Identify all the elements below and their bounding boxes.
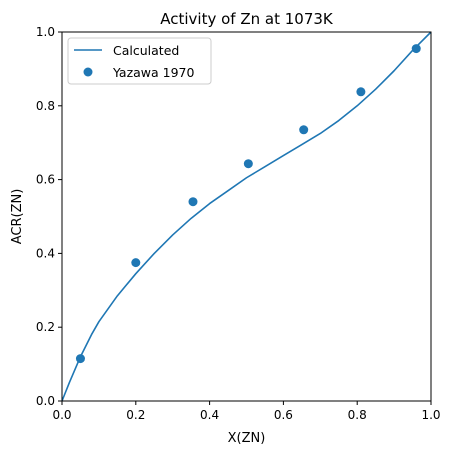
x-tick-label: 0.4 <box>200 408 219 422</box>
y-tick-label: 1.0 <box>36 25 55 39</box>
data-point-yazawa <box>356 87 366 97</box>
x-tick-label: 1.0 <box>421 408 440 422</box>
x-tick-label: 0.6 <box>274 408 293 422</box>
data-point-yazawa <box>188 197 198 207</box>
y-tick-label: 0.4 <box>36 246 55 260</box>
series-layer <box>61 31 432 402</box>
legend-entry-yazawa: Yazawa 1970 <box>112 65 195 80</box>
data-point-yazawa <box>243 159 253 169</box>
plot-frame <box>61 31 432 402</box>
x-axis-label: X(ZN) <box>228 431 266 446</box>
y-tick-label: 0.8 <box>36 99 55 113</box>
x-tick-label: 0.8 <box>348 408 367 422</box>
y-tick-label: 0.0 <box>36 394 55 408</box>
legend-box <box>67 37 212 85</box>
x-tick-label: 0.2 <box>126 408 145 422</box>
data-point-yazawa <box>75 354 85 364</box>
chart-title: Activity of Zn at 1073K <box>160 10 334 28</box>
data-point-yazawa <box>411 44 421 54</box>
data-point-yazawa <box>131 258 141 268</box>
legend-entry-calculated: Calculated <box>113 43 179 58</box>
y-tick-label: 0.6 <box>36 173 55 187</box>
axis-ticks: 0.0 0.2 0.4 0.6 0.8 1.0 0.0 0.2 0.4 0.6 0.8 1.0 <box>36 25 441 422</box>
legend-marker-swatch <box>83 67 93 77</box>
plot-area: 0.0 0.2 0.4 0.6 0.8 1.0 0.0 0.2 0.4 0.6 0.8 1.0 <box>36 25 441 422</box>
data-point-yazawa <box>299 125 309 135</box>
y-axis-label: ACR(ZN) <box>10 189 25 245</box>
x-tick-label: 0.0 <box>52 408 71 422</box>
series-line-calculated <box>61 31 432 402</box>
legend: Calculated Yazawa 1970 <box>67 37 212 85</box>
y-tick-label: 0.2 <box>36 320 55 334</box>
